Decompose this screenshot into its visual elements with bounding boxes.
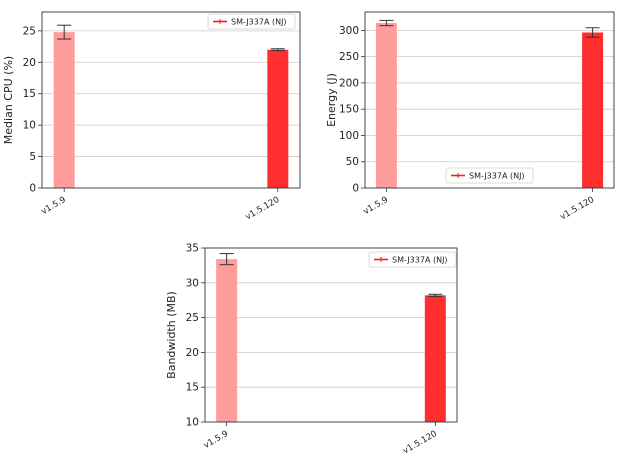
plot-frame xyxy=(204,247,458,423)
bar xyxy=(53,32,75,188)
y-tick-label: 15 xyxy=(186,382,199,394)
plot-frame xyxy=(364,11,615,189)
y-tick-label: 300 xyxy=(339,25,359,37)
chart-panel-2: 0 50 100 150 200 250 300 v1.5.9 v1.5.120 Energy (… xyxy=(325,11,615,222)
y-tick-label: 15 xyxy=(23,88,36,100)
chart-panel-1: 0 5 10 15 20 25 v1.5.9 v1.5.120 Median CPU (%) SM… xyxy=(2,11,301,222)
y-tick-label: 10 xyxy=(186,417,199,429)
chart-panel-3: 10 15 20 25 30 35 v1.5.9 v1.5.120 Bandwidth (MB)… xyxy=(165,243,458,456)
y-tick-label: 5 xyxy=(29,151,36,163)
y-tick-label: 35 xyxy=(186,243,199,255)
legend-label: SM-J337A (NJ) xyxy=(231,18,287,27)
y-tick-label: 100 xyxy=(339,130,359,142)
y-tick-label: 0 xyxy=(352,183,359,195)
y-tick-label: 200 xyxy=(339,77,359,89)
bar xyxy=(582,32,604,189)
x-tick-label: v1.5.120 xyxy=(401,429,438,456)
y-tick-label: 10 xyxy=(23,120,36,132)
y-tick-label: 250 xyxy=(339,51,359,63)
y-tick-label: 25 xyxy=(23,25,36,37)
y-axis-label: Energy (J) xyxy=(325,73,338,127)
legend: SM-J337A (NJ) xyxy=(207,13,296,30)
y-tick-label: 25 xyxy=(186,312,199,324)
x-tick-label: v1.5.9 xyxy=(362,195,390,217)
x-tick-label: v1.5.9 xyxy=(202,429,230,451)
y-tick-label: 0 xyxy=(29,183,36,195)
bar xyxy=(216,259,238,422)
bar xyxy=(424,295,446,422)
y-tick-label: 20 xyxy=(186,347,199,359)
y-tick-label: 20 xyxy=(23,57,36,69)
legend-box xyxy=(445,167,534,184)
y-axis-label: Bandwidth (MB) xyxy=(165,291,178,379)
legend-box xyxy=(368,251,457,268)
legend-box xyxy=(207,13,296,30)
y-tick-label: 30 xyxy=(186,277,199,289)
bar xyxy=(267,49,289,188)
legend: SM-J337A (NJ) xyxy=(445,167,534,184)
legend: SM-J337A (NJ) xyxy=(368,251,457,268)
plot-frame xyxy=(41,11,301,189)
x-tick-label: v1.5.9 xyxy=(40,195,68,217)
x-tick-label: v1.5.120 xyxy=(559,195,596,222)
x-tick-label: v1.5.120 xyxy=(244,195,281,222)
y-axis-label: Median CPU (%) xyxy=(2,56,15,144)
legend-label: SM-J337A (NJ) xyxy=(392,256,448,265)
y-tick-label: 150 xyxy=(339,104,359,116)
legend-label: SM-J337A (NJ) xyxy=(469,172,525,181)
y-tick-label: 50 xyxy=(346,156,359,168)
bar xyxy=(375,23,397,188)
